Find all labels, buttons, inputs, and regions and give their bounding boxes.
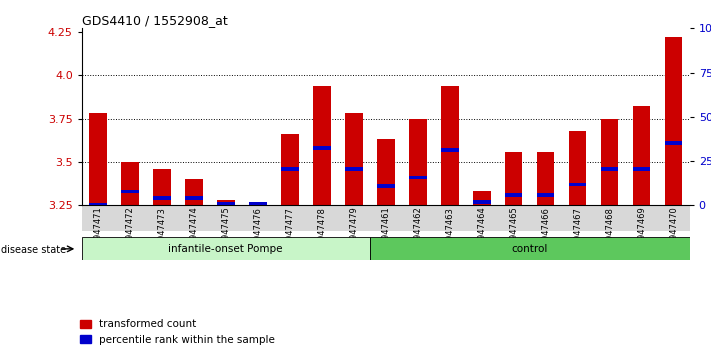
- Bar: [153, 169, 171, 205]
- Bar: [121, 162, 139, 205]
- Text: infantile-onset Pompe: infantile-onset Pompe: [169, 244, 283, 254]
- Bar: [441, 148, 459, 152]
- Bar: [409, 176, 427, 179]
- Bar: [633, 107, 651, 205]
- Bar: [601, 119, 619, 205]
- Bar: [217, 202, 235, 205]
- Bar: [537, 193, 555, 197]
- Bar: [345, 167, 363, 171]
- Bar: [121, 189, 139, 193]
- Bar: [89, 113, 107, 205]
- Bar: [441, 86, 459, 205]
- Bar: [569, 131, 587, 205]
- Bar: [217, 200, 235, 205]
- Bar: [601, 167, 619, 171]
- Bar: [377, 139, 395, 205]
- Bar: [185, 196, 203, 200]
- Legend: transformed count, percentile rank within the sample: transformed count, percentile rank withi…: [76, 315, 279, 349]
- Bar: [505, 193, 523, 197]
- Bar: [569, 183, 587, 187]
- Bar: [313, 146, 331, 150]
- Bar: [377, 184, 395, 188]
- Bar: [505, 152, 523, 205]
- Bar: [473, 200, 491, 204]
- Bar: [82, 205, 690, 232]
- Bar: [473, 192, 491, 205]
- Bar: [153, 196, 171, 200]
- Bar: [313, 86, 331, 205]
- Bar: [370, 237, 690, 260]
- Bar: [249, 202, 267, 205]
- Text: GDS4410 / 1552908_at: GDS4410 / 1552908_at: [82, 14, 228, 27]
- Bar: [665, 141, 683, 145]
- Bar: [537, 152, 555, 205]
- Bar: [82, 237, 370, 260]
- Bar: [185, 179, 203, 205]
- Bar: [89, 204, 107, 207]
- Bar: [633, 167, 651, 171]
- Text: disease state: disease state: [1, 245, 67, 255]
- Bar: [281, 134, 299, 205]
- Bar: [409, 119, 427, 205]
- Bar: [249, 202, 267, 205]
- Text: control: control: [511, 244, 548, 254]
- Bar: [345, 113, 363, 205]
- Bar: [281, 167, 299, 171]
- Bar: [665, 37, 683, 205]
